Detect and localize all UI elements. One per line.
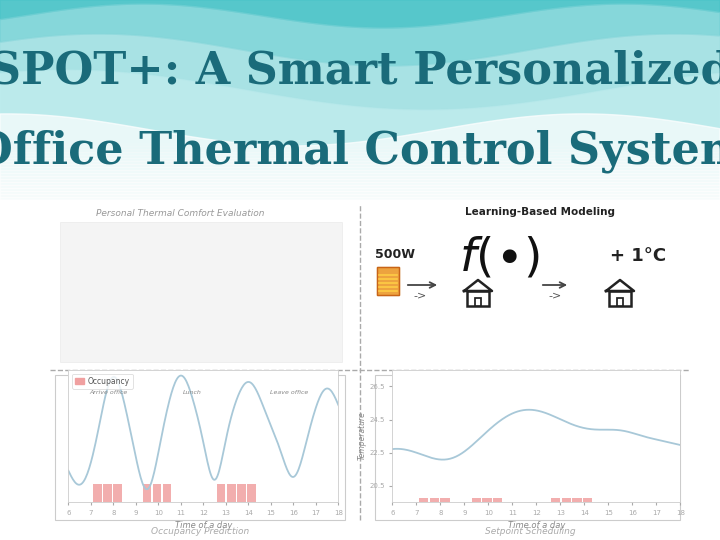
Bar: [93, 484, 102, 502]
Bar: [467, 291, 489, 306]
X-axis label: Time of a day: Time of a day: [175, 522, 232, 530]
Text: Learning-Based Modeling: Learning-Based Modeling: [465, 207, 615, 217]
Bar: [377, 267, 399, 295]
Bar: [143, 484, 151, 502]
Bar: [0, 194, 720, 197]
Bar: [375, 375, 680, 520]
Bar: [247, 484, 256, 502]
Bar: [237, 484, 246, 502]
Bar: [0, 164, 720, 167]
Bar: [419, 497, 428, 502]
Bar: [0, 182, 720, 185]
Bar: [618, 298, 623, 306]
Bar: [441, 497, 449, 502]
Bar: [482, 497, 492, 502]
Bar: [0, 158, 720, 161]
Text: Setpoint Scheduling: Setpoint Scheduling: [485, 528, 575, 537]
Bar: [0, 179, 720, 182]
Legend: Occupancy: Occupancy: [72, 374, 132, 389]
Text: Occupancy Prediction: Occupancy Prediction: [151, 528, 249, 537]
Bar: [475, 298, 481, 306]
Y-axis label: Temperature: Temperature: [358, 411, 366, 461]
Bar: [227, 484, 235, 502]
Bar: [551, 497, 560, 502]
Bar: [0, 185, 720, 188]
Text: 500W: 500W: [375, 248, 415, 261]
Bar: [55, 375, 345, 520]
Bar: [153, 484, 161, 502]
Bar: [377, 267, 399, 295]
Bar: [0, 170, 720, 173]
Bar: [0, 188, 720, 191]
Bar: [217, 484, 225, 502]
Text: $f(\bullet)$: $f(\bullet)$: [459, 235, 541, 281]
Bar: [103, 484, 112, 502]
Bar: [0, 191, 720, 194]
Bar: [113, 484, 122, 502]
Text: + 1°C: + 1°C: [610, 247, 666, 265]
Bar: [0, 167, 720, 170]
Bar: [0, 146, 720, 149]
Bar: [0, 173, 720, 176]
Bar: [0, 176, 720, 179]
Bar: [609, 291, 631, 306]
Bar: [0, 143, 720, 146]
Text: ->: ->: [413, 290, 427, 300]
Bar: [493, 497, 503, 502]
Bar: [583, 497, 593, 502]
Text: Arrive office: Arrive office: [90, 390, 128, 395]
Text: Personal Thermal Comfort Evaluation: Personal Thermal Comfort Evaluation: [96, 210, 264, 219]
Polygon shape: [606, 280, 634, 291]
Bar: [472, 497, 481, 502]
Bar: [60, 222, 342, 362]
Polygon shape: [464, 280, 492, 291]
Text: Lunch: Lunch: [183, 390, 202, 395]
Text: ->: ->: [549, 290, 562, 300]
Bar: [572, 497, 582, 502]
Bar: [0, 197, 720, 200]
Text: SPOT+: A Smart Personalized: SPOT+: A Smart Personalized: [0, 50, 720, 92]
Text: Leave office: Leave office: [270, 390, 308, 395]
Bar: [0, 155, 720, 158]
Bar: [0, 140, 720, 143]
Bar: [430, 497, 438, 502]
Text: Office Thermal Control System: Office Thermal Control System: [0, 129, 720, 173]
Bar: [0, 152, 720, 155]
X-axis label: Time of a day: Time of a day: [508, 522, 565, 530]
Bar: [0, 200, 720, 540]
Bar: [562, 497, 571, 502]
Bar: [0, 161, 720, 164]
Bar: [0, 149, 720, 152]
Bar: [163, 484, 171, 502]
